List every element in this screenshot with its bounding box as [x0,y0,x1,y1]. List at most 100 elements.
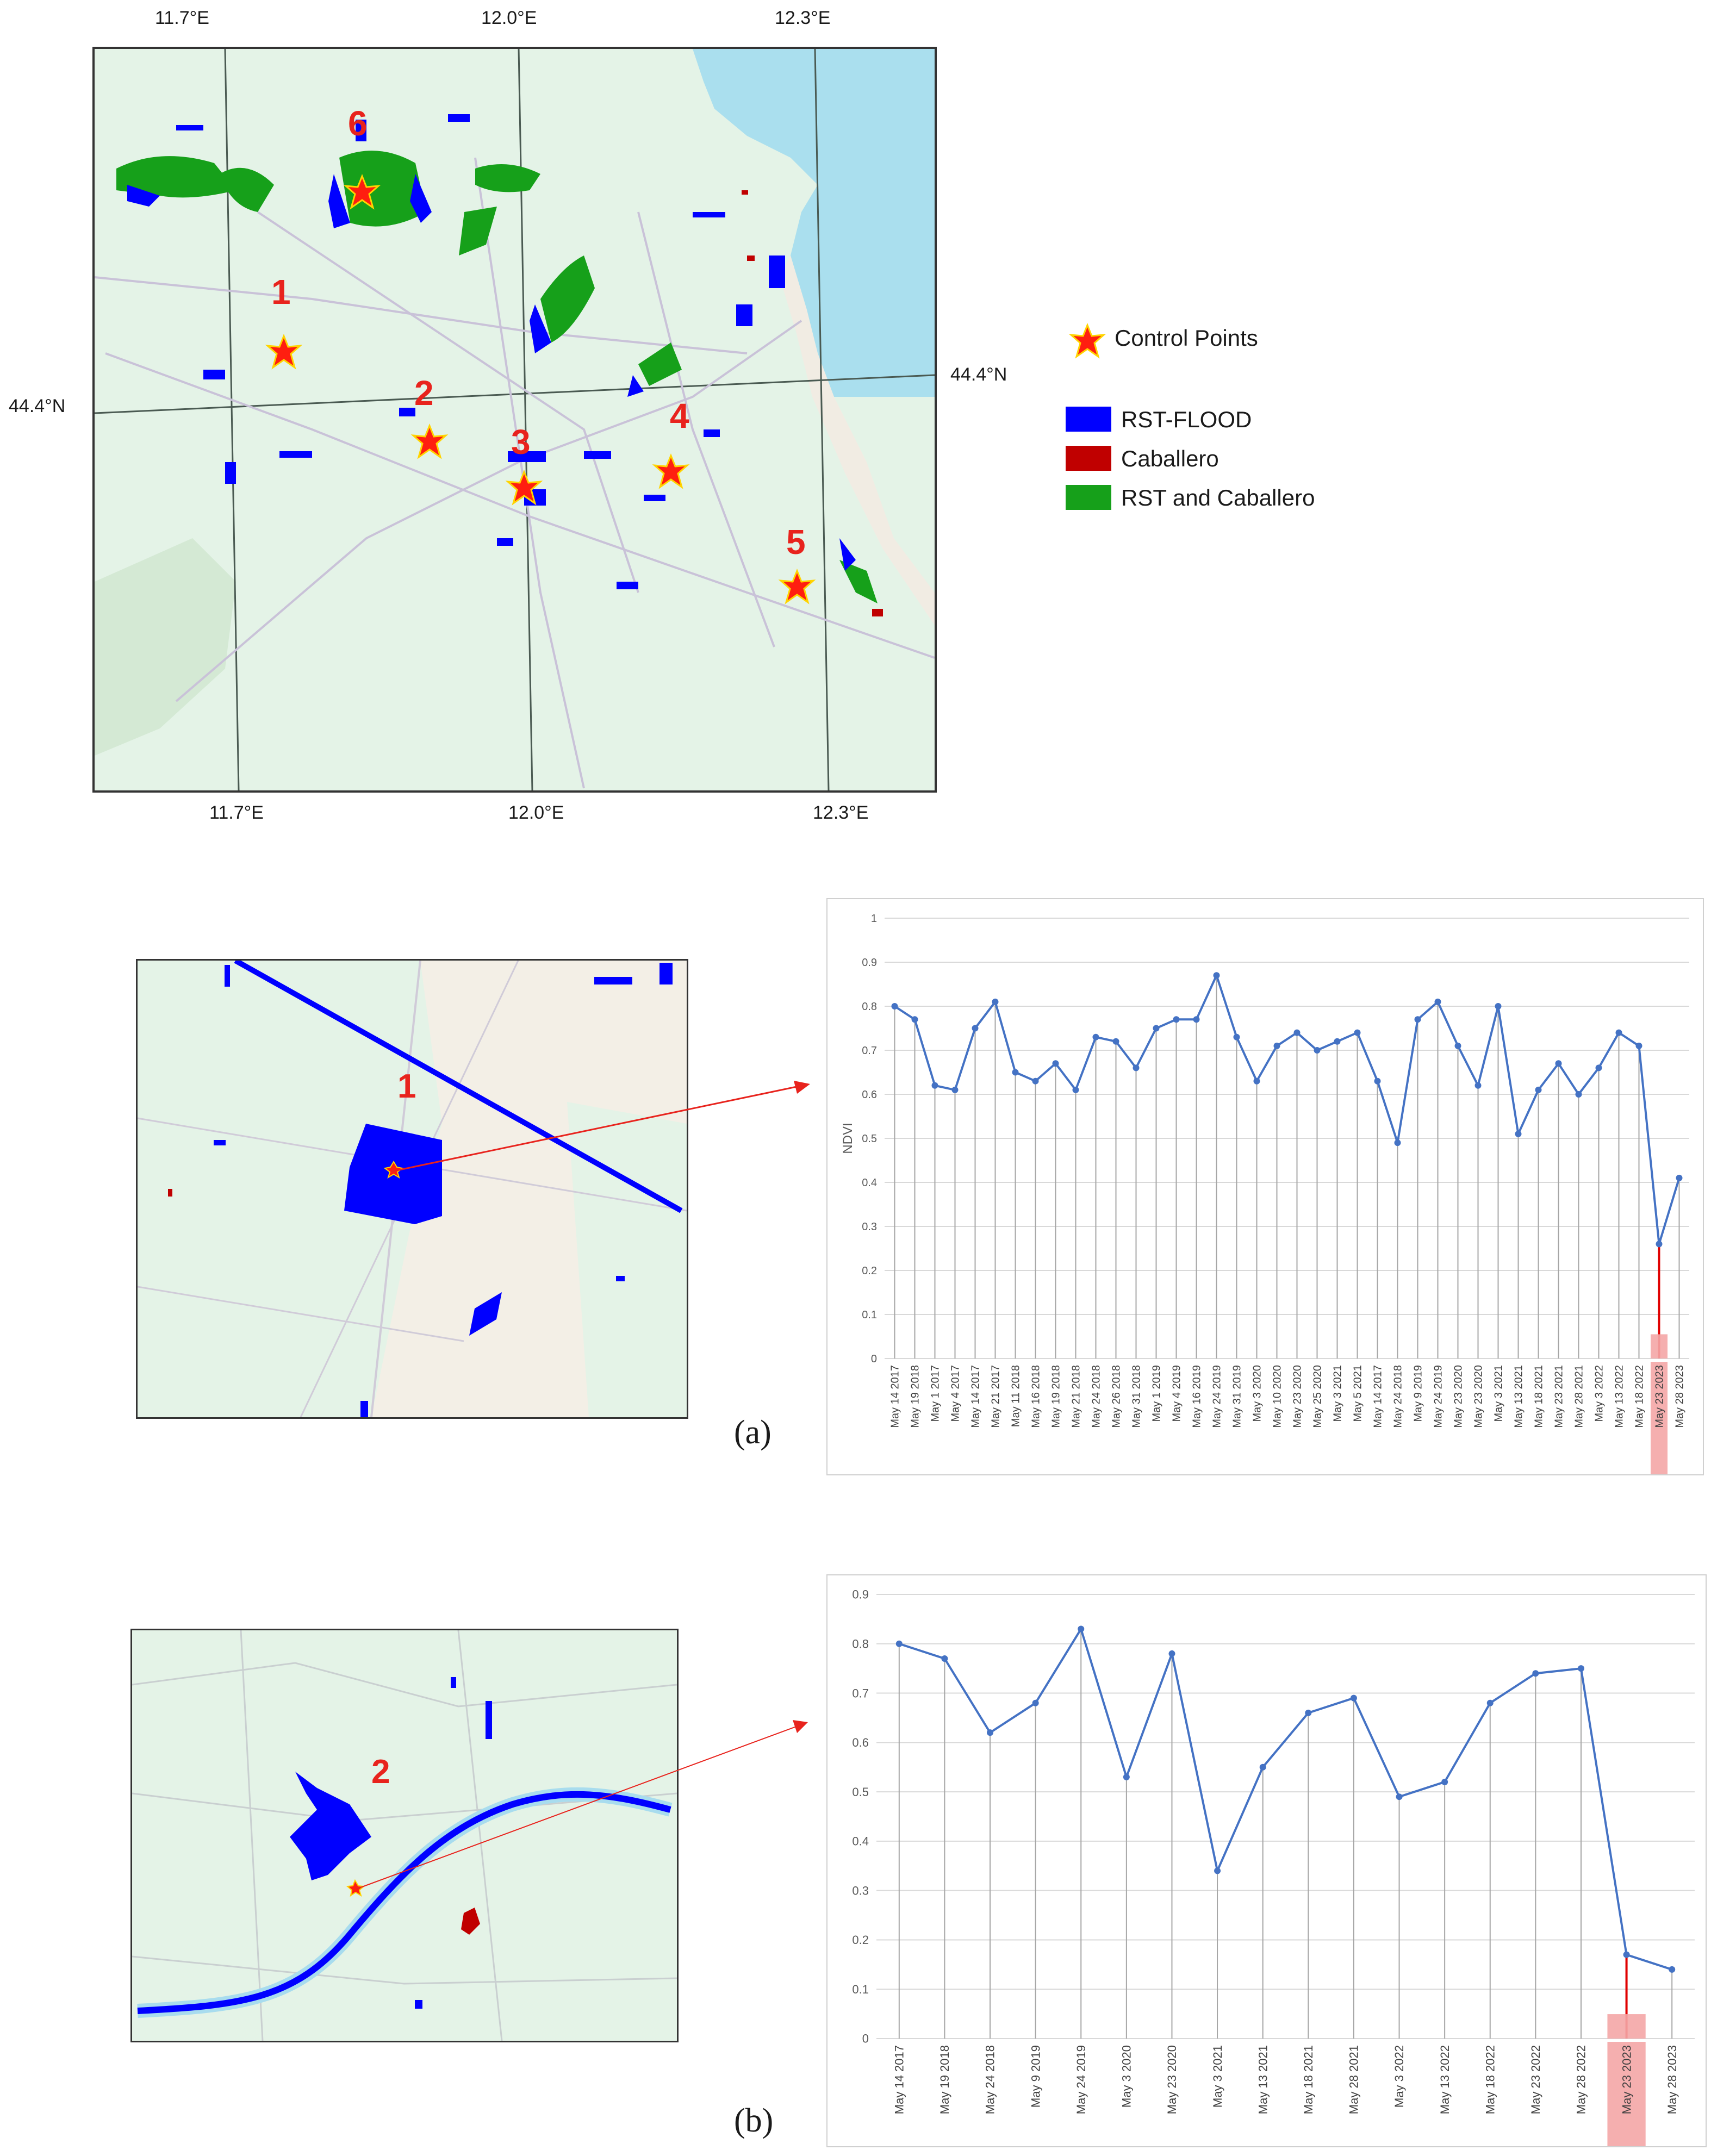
chart-b-ytick-label: 0.8 [852,1637,869,1650]
chart-a-xtick-label: May 3 2021 [1493,1365,1505,1422]
inset-map-point-1: 1 [136,959,688,1419]
chart-a-xtick-label: May 4 2019 [1171,1365,1183,1422]
top-axis-label-1: 11.7°E [155,8,209,28]
chart-b-xtick-label: May 23 2022 [1529,2045,1542,2114]
chart-a-ytick-label: 0.7 [862,1045,877,1057]
chart-a-ytick-label: 0.9 [862,957,877,969]
top-axis-label-2: 12.0°E [481,8,537,28]
chart-b-data-point [1623,1951,1630,1958]
chart-b-data-point [941,1655,948,1662]
chart-a-xtick-label: May 14 2017 [1372,1365,1384,1428]
ndvi-chart-a-svg: 0 0.1 0.2 0.3 0.4 0.5 0.6 0.7 0.8 0.9 1 May 14 2017… [841,913,1689,1474]
chart-b-xtick-label: May 13 2022 [1438,2045,1452,2114]
chart-a-xtick-label: May 31 2019 [1231,1365,1243,1428]
chart-b-data-point [1214,1867,1221,1874]
chart-a-xtick-label: May 5 2021 [1352,1365,1364,1422]
panel-label-b: (b) [734,2102,774,2139]
panel-label-a: (a) [734,1414,771,1451]
ndvi-chart-a: 0 0.1 0.2 0.3 0.4 0.5 0.6 0.7 0.8 0.9 1 May 14 2017… [826,898,1704,1475]
chart-a-xtick-label: May 18 2021 [1533,1365,1545,1428]
chart-a-xtick-label: May 14 2017 [889,1365,901,1428]
chart-a-ylabel: NDVI [841,1123,855,1154]
chart-a-highlight-label-bg [1650,1362,1668,1474]
chart-b-ytick-label: 0.1 [852,1983,869,1996]
chart-a-data-point [992,998,999,1005]
chart-a-data-point [1012,1069,1019,1076]
chart-b-xtick-label: May 19 2018 [938,2045,951,2114]
control-point-1-label: 1 [271,272,291,311]
chart-b-data-point [987,1729,994,1736]
control-point-4-label: 4 [670,396,689,435]
chart-a-data-point [1495,1003,1502,1010]
chart-a-data-point [1374,1077,1381,1085]
chart-a-xtick-label: May 3 2022 [1594,1365,1606,1422]
chart-a-data-point [1595,1064,1602,1071]
chart-b-xtick-label: May 3 2021 [1211,2045,1224,2108]
chart-a-data-point [1656,1241,1663,1248]
inset-map-point-2: 2 [130,1629,679,2042]
chart-b-data-point [1532,1670,1539,1677]
chart-b-data-point [1396,1793,1403,1800]
chart-a-xtick-label: May 23 2020 [1473,1365,1485,1428]
chart-b-xtick-label: May 9 2019 [1029,2045,1042,2108]
chart-a-xtick-label: May 13 2021 [1513,1365,1525,1428]
chart-a-xtick-label: May 24 2018 [1091,1365,1103,1428]
chart-a-data-point [1213,972,1220,979]
legend-caballero-swatch [1066,446,1111,471]
chart-a-xtick-label: May 23 2021 [1553,1365,1565,1428]
chart-b-data-point [1350,1694,1357,1702]
chart-b-ytick-label: 0.4 [852,1835,869,1848]
inset-b-map [132,1630,677,2041]
chart-a-xtick-label: May 28 2023 [1674,1365,1686,1428]
chart-b-ytick-label: 0 [862,2032,869,2046]
chart-a-ytick-label: 0.1 [862,1309,877,1321]
control-point-5-label: 5 [786,522,806,562]
chart-a-xtick-label: May 16 2018 [1030,1365,1042,1428]
chart-b-ytick-label: 0.9 [852,1588,869,1602]
chart-b-data-point [1577,1665,1584,1672]
right-axis-label: 44.4°N [950,364,1007,385]
chart-a-xtick-label: May 24 2019 [1433,1365,1445,1428]
chart-a-data-point [1555,1060,1562,1067]
chart-a-xtick-label: May 16 2019 [1191,1365,1203,1428]
chart-a-xtick-label: May 1 2017 [930,1365,942,1422]
chart-a-xtick-label: May 23 2023 [1654,1365,1666,1428]
chart-b-data-point [1123,1773,1130,1780]
chart-a-xtick-label: May 21 2017 [990,1365,1002,1428]
chart-a-data-point [1434,998,1441,1005]
chart-b-xtick-label: May 18 2021 [1302,2045,1315,2114]
chart-a-data-point [1133,1064,1140,1071]
chart-a-xtick-label: May 10 2020 [1272,1365,1284,1428]
chart-a-data-point [1515,1130,1522,1137]
chart-a-data-point [1474,1082,1482,1089]
control-point-6-label: 6 [348,104,368,143]
chart-b-xtick-label: May 13 2021 [1256,2045,1270,2114]
chart-b-xtick-label: May 23 2020 [1165,2045,1179,2114]
inset-b-arrow-icon [356,1720,808,1890]
legend-rst-flood-swatch [1066,407,1111,432]
legend-control-points-label: Control Points [1115,325,1258,351]
inset-b-star-icon [346,1879,365,1897]
chart-b-data-point [1259,1764,1266,1771]
bottom-axis-label-1: 11.7°E [209,802,264,823]
chart-a-data-point [1635,1042,1642,1049]
chart-a-xtick-label: May 31 2018 [1131,1365,1143,1428]
chart-b-xtick-label: May 28 2023 [1665,2045,1679,2114]
inset-a-point-label: 1 [397,1068,416,1105]
chart-a-ytick-label: 0.5 [862,1133,877,1145]
left-axis-label: 44.4°N [9,396,66,416]
control-point-3-label: 3 [511,422,531,462]
chart-a-data-point [1092,1033,1099,1040]
chart-a-ytick-label: 0.2 [862,1265,877,1277]
chart-b-data-point [1441,1778,1448,1785]
chart-b-data-point [1305,1709,1312,1716]
chart-a-ytick-label: 0.4 [862,1177,877,1189]
chart-a-ytick-label: 0.3 [862,1221,877,1233]
chart-a-data-point [951,1086,959,1093]
chart-b-data-point [1032,1699,1039,1706]
chart-a-xtick-label: May 25 2020 [1312,1365,1324,1428]
chart-a-data-point [1233,1033,1240,1040]
chart-b-xtick-label: May 28 2021 [1347,2045,1361,2114]
chart-a-data-point [1293,1029,1301,1036]
chart-a-data-point [1575,1091,1582,1098]
